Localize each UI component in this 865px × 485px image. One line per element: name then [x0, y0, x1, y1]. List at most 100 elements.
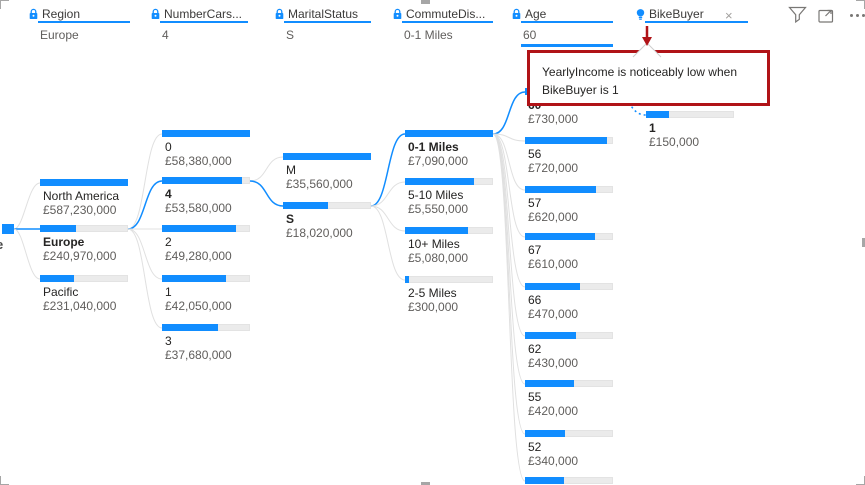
node-bar-track: [525, 380, 613, 387]
node-bar-fill: [646, 111, 669, 118]
connector: [492, 133, 526, 191]
node-bar-fill: [405, 178, 474, 185]
tree-node-55[interactable]: 55 £420,000: [525, 380, 613, 418]
node-bar-track: [525, 430, 613, 437]
tree-node-5-10-miles[interactable]: 5-10 Miles £5,550,000: [405, 178, 493, 216]
node-label: S: [286, 212, 295, 226]
connector: [370, 205, 406, 232]
node-value: £240,970,000: [43, 249, 117, 263]
node-label: 52: [528, 440, 542, 454]
node-label: 3: [165, 334, 172, 348]
node-bar-fill: [40, 275, 74, 282]
connector: [249, 156, 284, 182]
node-bar-track: [162, 324, 250, 331]
node-bar-track: [162, 177, 250, 184]
tree-node-0[interactable]: 0 £58,380,000: [162, 130, 250, 168]
tree-node-s[interactable]: S £18,020,000: [283, 202, 371, 240]
node-value: £37,680,000: [165, 348, 232, 362]
node-value: £620,000: [528, 210, 579, 224]
node-value: £5,550,000: [408, 202, 469, 216]
node-bar-track: [40, 275, 128, 282]
lock-icon[interactable]: [274, 8, 286, 22]
tree-node-1[interactable]: 1 £42,050,000: [162, 275, 250, 313]
node-bar-fill: [162, 275, 226, 282]
node-label: 1: [165, 285, 172, 299]
selection-corner-top-left-v[interactable]: [0, 0, 1, 9]
node-bar-fill: [525, 137, 607, 144]
node-bar-fill: [40, 225, 76, 232]
node-bar-track: [405, 276, 493, 283]
selection-corner-top-right[interactable]: [856, 0, 865, 1]
tree-node-10+-miles[interactable]: 10+ Miles £5,080,000: [405, 227, 493, 265]
node-bar-fill: [525, 332, 576, 339]
node-bar-fill: [405, 130, 493, 137]
node-label: 4: [165, 187, 172, 201]
node-bar-track: [40, 179, 128, 186]
node-value: £35,560,000: [286, 177, 353, 191]
node-bar-track: [162, 275, 250, 282]
node-label: M: [286, 163, 296, 177]
connector: [370, 181, 406, 207]
connector: [492, 133, 526, 238]
tree-node-europe[interactable]: Europe £240,970,000: [40, 225, 128, 263]
node-bar-track: [405, 130, 493, 137]
lock-icon[interactable]: [392, 8, 404, 22]
tree-node-partial[interactable]: [525, 477, 613, 484]
node-value: £231,040,000: [43, 299, 117, 313]
selection-handle-top[interactable]: [421, 0, 430, 4]
lock-icon[interactable]: [150, 8, 162, 22]
node-label: 56: [528, 147, 542, 161]
connector: [127, 228, 163, 329]
tree-node-2-5-miles[interactable]: 2-5 Miles £300,000: [405, 276, 493, 314]
selection-handle-right[interactable]: [862, 238, 865, 247]
tree-node-52[interactable]: 52 £340,000: [525, 430, 613, 468]
close-level-icon[interactable]: ×: [725, 8, 733, 23]
more-options-icon[interactable]: [846, 4, 865, 26]
node-bar-fill: [525, 283, 580, 290]
tree-node-66[interactable]: 66 £470,000: [525, 283, 613, 321]
tree-node-1[interactable]: 1 £150,000: [646, 111, 734, 149]
connector-selected: [492, 91, 526, 135]
tree-node-4[interactable]: 4 £53,580,000: [162, 177, 250, 215]
tree-node-2[interactable]: 2 £49,280,000: [162, 225, 250, 263]
connector-selected: [370, 133, 406, 207]
node-label: 0-1 Miles: [408, 140, 459, 154]
node-value: £150,000: [649, 135, 700, 149]
node-bar-fill: [162, 177, 242, 184]
selection-corner-top-left[interactable]: [0, 0, 9, 1]
ai-split-bulb-icon[interactable]: [635, 8, 647, 22]
node-value: £53,580,000: [165, 201, 232, 215]
lock-icon[interactable]: [28, 8, 40, 22]
tree-node-62[interactable]: 62 £430,000: [525, 332, 613, 370]
tree-node-3[interactable]: 3 £37,680,000: [162, 324, 250, 362]
node-bar-fill: [40, 179, 128, 186]
lock-icon[interactable]: [511, 8, 523, 22]
tree-node-56[interactable]: 56 £720,000: [525, 137, 613, 175]
selection-handle-bottom[interactable]: [421, 482, 430, 485]
selection-corner-bottom-left-v[interactable]: [0, 476, 1, 485]
filter-icon[interactable]: [786, 4, 808, 26]
node-bar-fill: [525, 380, 574, 387]
visual-header-toolbar: [786, 4, 865, 26]
node-label: 62: [528, 342, 542, 356]
node-bar-fill: [525, 430, 565, 437]
connector: [492, 133, 526, 142]
insight-annotation: YearlyIncome is noticeably low when Bike…: [527, 50, 770, 106]
node-value: £420,000: [528, 404, 579, 418]
tree-node-0-1-miles[interactable]: 0-1 Miles £7,090,000: [405, 130, 493, 168]
tree-node-pacific[interactable]: Pacific £231,040,000: [40, 275, 128, 313]
connector: [370, 205, 406, 281]
node-value: £587,230,000: [43, 203, 117, 217]
node-value: £42,050,000: [165, 299, 232, 313]
focus-mode-icon[interactable]: [816, 4, 838, 26]
node-label: 1: [649, 121, 656, 135]
connector: [127, 228, 163, 280]
node-bar-track: [283, 202, 371, 209]
tree-node-57[interactable]: 57 £620,000: [525, 186, 613, 224]
tree-node-m[interactable]: M £35,560,000: [283, 153, 371, 191]
tree-node-north-america[interactable]: North America £587,230,000: [40, 179, 128, 217]
tree-node-67[interactable]: 67 £610,000: [525, 233, 613, 271]
node-label: 67: [528, 243, 542, 257]
root-node[interactable]: [2, 224, 14, 234]
